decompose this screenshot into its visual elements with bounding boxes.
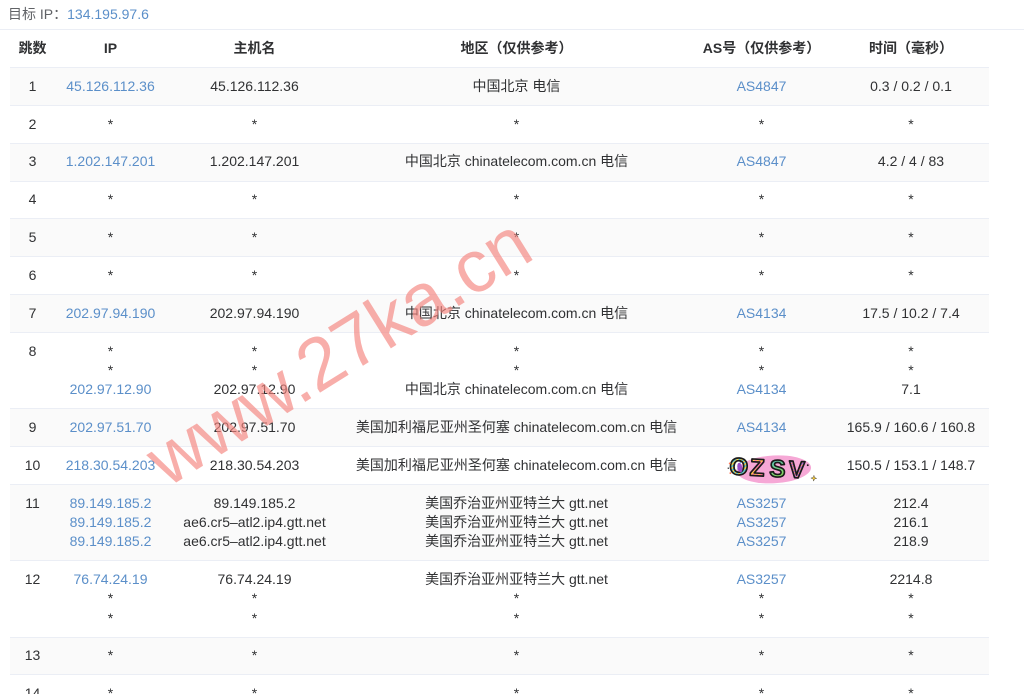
svg-text:S: S [769, 455, 786, 483]
svg-text:Z: Z [749, 454, 765, 482]
svg-text:V: V [788, 456, 805, 484]
